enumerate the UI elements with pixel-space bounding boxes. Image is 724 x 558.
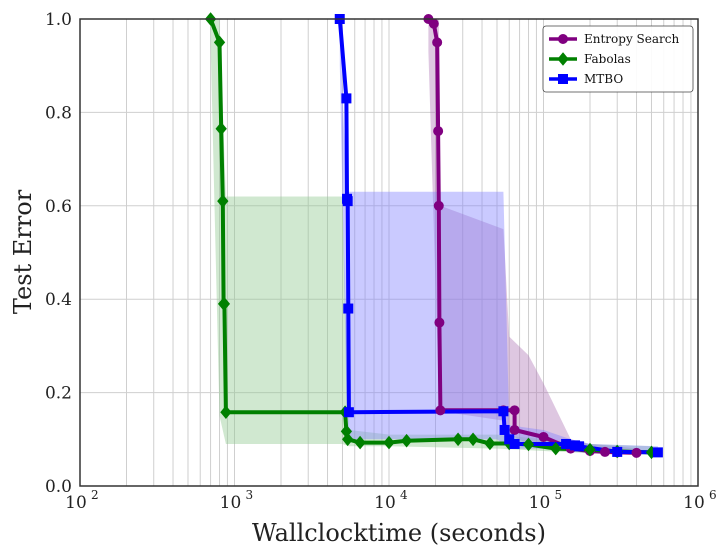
data-point xyxy=(432,37,443,48)
y-tick-label: 0.8 xyxy=(45,103,72,123)
data-point xyxy=(509,438,520,449)
data-point xyxy=(522,437,535,452)
confidence-band xyxy=(428,19,637,456)
legend-entry: MTBO xyxy=(584,72,623,86)
x-tick-label: 10 xyxy=(65,493,87,513)
data-point xyxy=(509,424,520,435)
legend-marker xyxy=(558,74,568,84)
plot-frame xyxy=(79,18,699,487)
x-tick-exponent: 2 xyxy=(91,488,99,502)
x-tick-label: 10 xyxy=(374,493,396,513)
data-point xyxy=(467,432,479,447)
y-tick-label: 0.0 xyxy=(45,477,72,497)
data-point xyxy=(428,18,439,29)
data-point xyxy=(433,200,444,211)
data-point xyxy=(343,303,354,314)
data-point xyxy=(538,431,549,442)
data-point xyxy=(354,435,366,450)
data-point xyxy=(343,407,354,418)
y-tick-label: 0.2 xyxy=(45,384,72,404)
y-tick-labels: 0.0 0.2 0.4 0.6 0.8 1.0 xyxy=(45,10,72,497)
data-point xyxy=(509,405,520,416)
x-axis-label: Wallclocktime (seconds) xyxy=(252,519,546,547)
data-point xyxy=(435,405,446,416)
data-point xyxy=(499,424,510,435)
x-tick-exponent: 3 xyxy=(246,488,254,502)
series-markers xyxy=(204,12,663,460)
x-tick-label: 10 xyxy=(683,493,705,513)
data-point xyxy=(452,432,464,447)
y-tick-label: 0.6 xyxy=(45,197,72,217)
data-point xyxy=(574,441,585,452)
y-tick-label: 0.4 xyxy=(45,290,72,310)
data-point xyxy=(213,35,226,50)
legend-marker xyxy=(557,52,569,66)
data-point xyxy=(434,317,445,328)
x-tick-labels: 10 2 10 3 10 4 10 5 10 6 xyxy=(65,488,716,513)
data-point xyxy=(342,432,354,447)
data-point xyxy=(433,126,444,137)
legend: Entropy Search Fabolas MTBO xyxy=(542,25,694,93)
legend-marker xyxy=(558,34,568,44)
x-tick-exponent: 6 xyxy=(709,488,717,502)
data-point xyxy=(218,297,231,311)
x-tick-exponent: 4 xyxy=(400,488,408,502)
confidence-band xyxy=(339,19,658,455)
data-point xyxy=(561,438,572,449)
data-point xyxy=(341,93,352,104)
y-tick-label: 1.0 xyxy=(45,10,72,30)
data-point xyxy=(484,436,496,451)
data-point xyxy=(612,446,623,457)
data-point xyxy=(652,447,663,458)
data-point xyxy=(498,406,509,417)
confidence-bands xyxy=(210,19,658,456)
x-tick-label: 10 xyxy=(220,493,242,513)
y-axis-label: Test Error xyxy=(9,189,37,314)
data-point xyxy=(220,405,232,419)
data-point xyxy=(383,435,395,450)
x-tick-exponent: 5 xyxy=(555,488,563,502)
data-point xyxy=(550,441,562,456)
data-point xyxy=(342,196,353,207)
data-point xyxy=(584,442,596,457)
legend-entry: Fabolas xyxy=(584,52,631,66)
data-point xyxy=(599,446,610,457)
data-point xyxy=(400,433,413,448)
x-tick-label: 10 xyxy=(529,493,551,513)
series-line xyxy=(208,18,652,455)
data-point xyxy=(217,194,229,208)
confidence-band xyxy=(210,19,652,455)
data-point xyxy=(631,447,642,458)
legend-entry: Entropy Search xyxy=(584,32,679,46)
legend-box xyxy=(542,25,694,93)
data-point xyxy=(215,121,227,136)
